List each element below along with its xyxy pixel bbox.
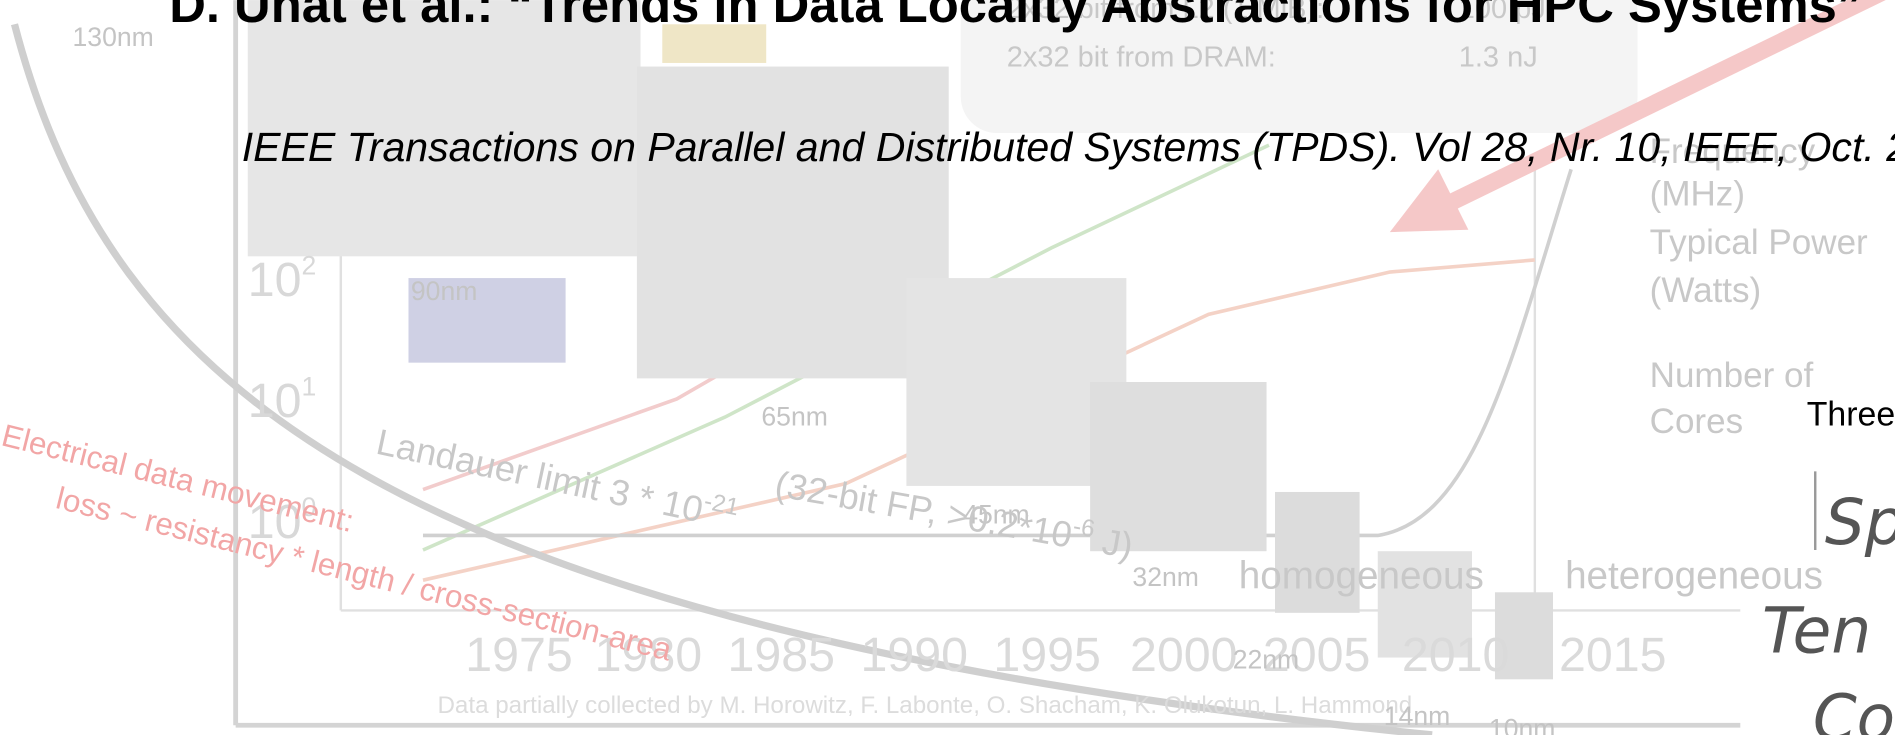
- process-node: 10nm: [1489, 713, 1555, 735]
- legend-entry: (MHz): [1650, 175, 1745, 214]
- x-tick-label: 1990: [860, 628, 968, 682]
- citation: IEEE Transactions on Parallel and Distri…: [242, 124, 1895, 170]
- image: [637, 67, 949, 379]
- slide-title: D. Unat et al.: “Trends in Data Locality…: [169, 0, 1862, 33]
- y-tick-label: 102: [248, 250, 317, 307]
- text-part: 2: [302, 250, 317, 280]
- landauer-note: Landauer limit 3 * 10-21: [373, 419, 741, 538]
- energy-value: 1.3 nJ: [1459, 42, 1538, 74]
- landauer-text: Landauer limit 3 * 10-21: [373, 419, 741, 538]
- legend-entry: (Watts): [1650, 271, 1762, 310]
- slide: 2x32 bit from L2 (1 MiB):100 pJ2x32 bit …: [0, 0, 1895, 735]
- legend-entry: Cores: [1650, 402, 1743, 441]
- x-tick-label: 2000: [1130, 628, 1238, 682]
- source-note: Data partially collected by M. Horowitz,…: [437, 692, 1412, 719]
- process-node: 32nm: [1132, 562, 1198, 592]
- legend-entry: Typical Power: [1650, 223, 1868, 262]
- x-tick-label: 1985: [728, 628, 836, 682]
- handwriting: Ten: [1762, 595, 1871, 668]
- legend-entry: Number of: [1650, 356, 1814, 395]
- process-node: 22nm: [1233, 644, 1299, 674]
- era-label: heterogeneous: [1565, 555, 1823, 598]
- side-heading: Three: [1807, 396, 1895, 434]
- text-part: J): [1089, 519, 1136, 566]
- text-part: 1: [302, 371, 317, 401]
- page: {"header": {"title": "D. Unat et al.: \u…: [0, 0, 1895, 735]
- process-node: 130nm: [73, 22, 154, 52]
- process-node: 65nm: [761, 402, 827, 432]
- era-label: homogeneous: [1239, 555, 1484, 598]
- handwriting: Sp: [1825, 486, 1895, 559]
- x-tick-label: 2010: [1402, 628, 1510, 682]
- x-tick-label: 2015: [1559, 628, 1667, 682]
- y-tick-label: 101: [248, 371, 317, 428]
- handwriting: Co: [1813, 682, 1895, 735]
- x-tick-label: 1995: [993, 628, 1101, 682]
- energy-label: 2x32 bit from DRAM:: [1007, 42, 1276, 74]
- process-node: 90nm: [411, 276, 477, 306]
- process-node: 14nm: [1384, 701, 1450, 731]
